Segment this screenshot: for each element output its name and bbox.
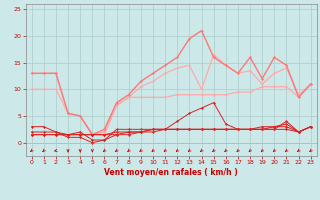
X-axis label: Vent moyen/en rafales ( km/h ): Vent moyen/en rafales ( km/h ) [104, 168, 238, 177]
